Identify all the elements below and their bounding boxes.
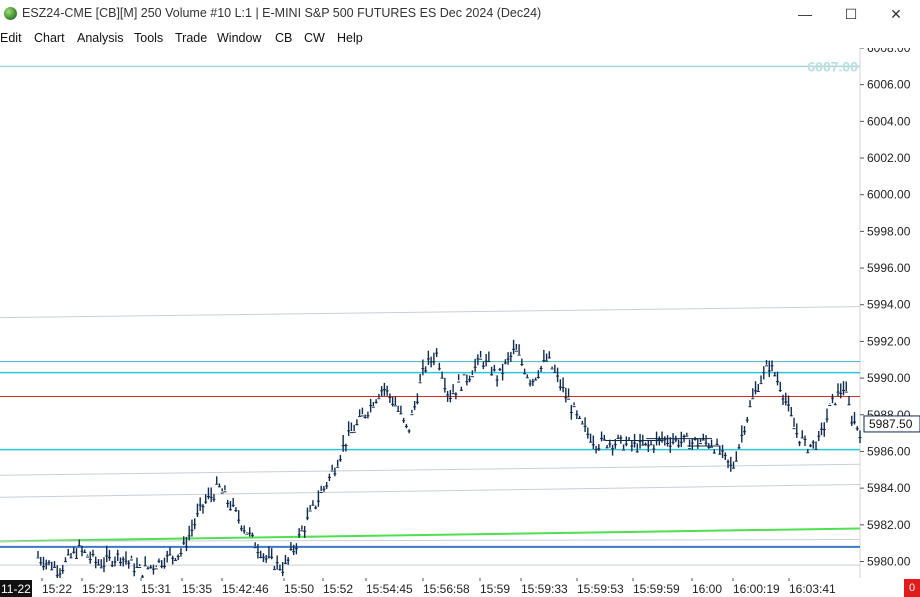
close-button[interactable]: ✕ — [890, 5, 902, 22]
menu-bar: Edit Chart Analysis Tools Trade Window C… — [0, 28, 920, 48]
y-tick-label: 5982.00 — [867, 518, 911, 532]
y-tick-label: 5994.00 — [867, 298, 911, 312]
menu-analysis[interactable]: Analysis — [77, 31, 124, 45]
y-tick-label: 6000.00 — [867, 188, 911, 202]
x-tick-label: 15:59 — [480, 582, 510, 596]
y-tick-label: 6006.00 — [867, 78, 911, 92]
x-tick-label: 15:54:45 — [366, 582, 413, 596]
y-tick-label: 5996.00 — [867, 261, 911, 275]
date-label: 11-22 — [1, 582, 31, 596]
x-tick-label: 15:29:13 — [82, 582, 129, 596]
maximize-button[interactable]: ☐ — [844, 5, 858, 22]
current-price-box — [863, 415, 920, 433]
x-tick-label: 16:00:19 — [733, 582, 780, 596]
x-tick-label: 15:59:59 — [633, 582, 680, 596]
app-globe-icon — [4, 7, 17, 20]
title-bar: ESZ24-CME [CB][M] 250 Volume #10 L:1 | E… — [0, 0, 920, 28]
x-tick-label: 15:35 — [182, 582, 212, 596]
y-tick-label: 5998.00 — [867, 224, 911, 238]
x-tick-label: 15:50 — [284, 582, 314, 596]
y-tick-label: 5992.00 — [867, 334, 911, 348]
marker-level-label: 6007.00 — [807, 58, 858, 74]
price-axis-panel — [860, 48, 920, 578]
minimize-button[interactable]: — — [798, 6, 812, 22]
menu-chart[interactable]: Chart — [34, 31, 65, 45]
x-tick-label: 16:00 — [692, 582, 722, 596]
x-tick-label: 15:22 — [42, 582, 72, 596]
menu-trade[interactable]: Trade — [175, 31, 208, 45]
y-tick-label: 5986.00 — [867, 444, 911, 458]
y-tick-label: 6004.00 — [867, 114, 911, 128]
window-title: ESZ24-CME [CB][M] 250 Volume #10 L:1 | E… — [22, 6, 542, 20]
current-price-label: 5987.50 — [869, 417, 913, 431]
x-tick-label: 15:59:33 — [521, 582, 568, 596]
level-line-faint-6 — [0, 306, 861, 319]
status-indicator: 0 — [904, 579, 920, 597]
time-axis-panel — [0, 578, 920, 597]
x-tick-label: 15:59:53 — [577, 582, 624, 596]
price-chart[interactable]: 6007.00 6008.00 6006.00 6004.00 6002.00 6000.… — [0, 48, 920, 597]
menu-window[interactable]: Window — [217, 31, 262, 45]
x-tick-label: 16:03:41 — [789, 582, 836, 596]
x-tick-label: 15:56:58 — [423, 582, 470, 596]
y-tick-label: 6008.00 — [867, 48, 911, 55]
menu-help[interactable]: Help — [337, 31, 363, 45]
level-line-faint-8 — [0, 483, 861, 498]
menu-cb[interactable]: CB — [275, 31, 293, 45]
level-line-faint-9 — [0, 538, 861, 542]
menu-tools[interactable]: Tools — [134, 31, 164, 45]
y-tick-label: 5980.00 — [867, 554, 911, 568]
x-tick-label: 15:42:46 — [222, 582, 269, 596]
date-label-box — [0, 580, 32, 597]
menu-cw[interactable]: CW — [304, 31, 325, 45]
x-tick-label: 15:52 — [323, 582, 353, 596]
menu-edit[interactable]: Edit — [0, 31, 22, 45]
x-tick-label: 15:31 — [141, 582, 171, 596]
y-tick-label: 5990.00 — [867, 371, 911, 385]
y-tick-label: 5984.00 — [867, 481, 911, 495]
level-line-faint-7 — [0, 463, 861, 476]
y-tick-label: 6002.00 — [867, 151, 911, 165]
level-line-green-4 — [0, 527, 861, 543]
